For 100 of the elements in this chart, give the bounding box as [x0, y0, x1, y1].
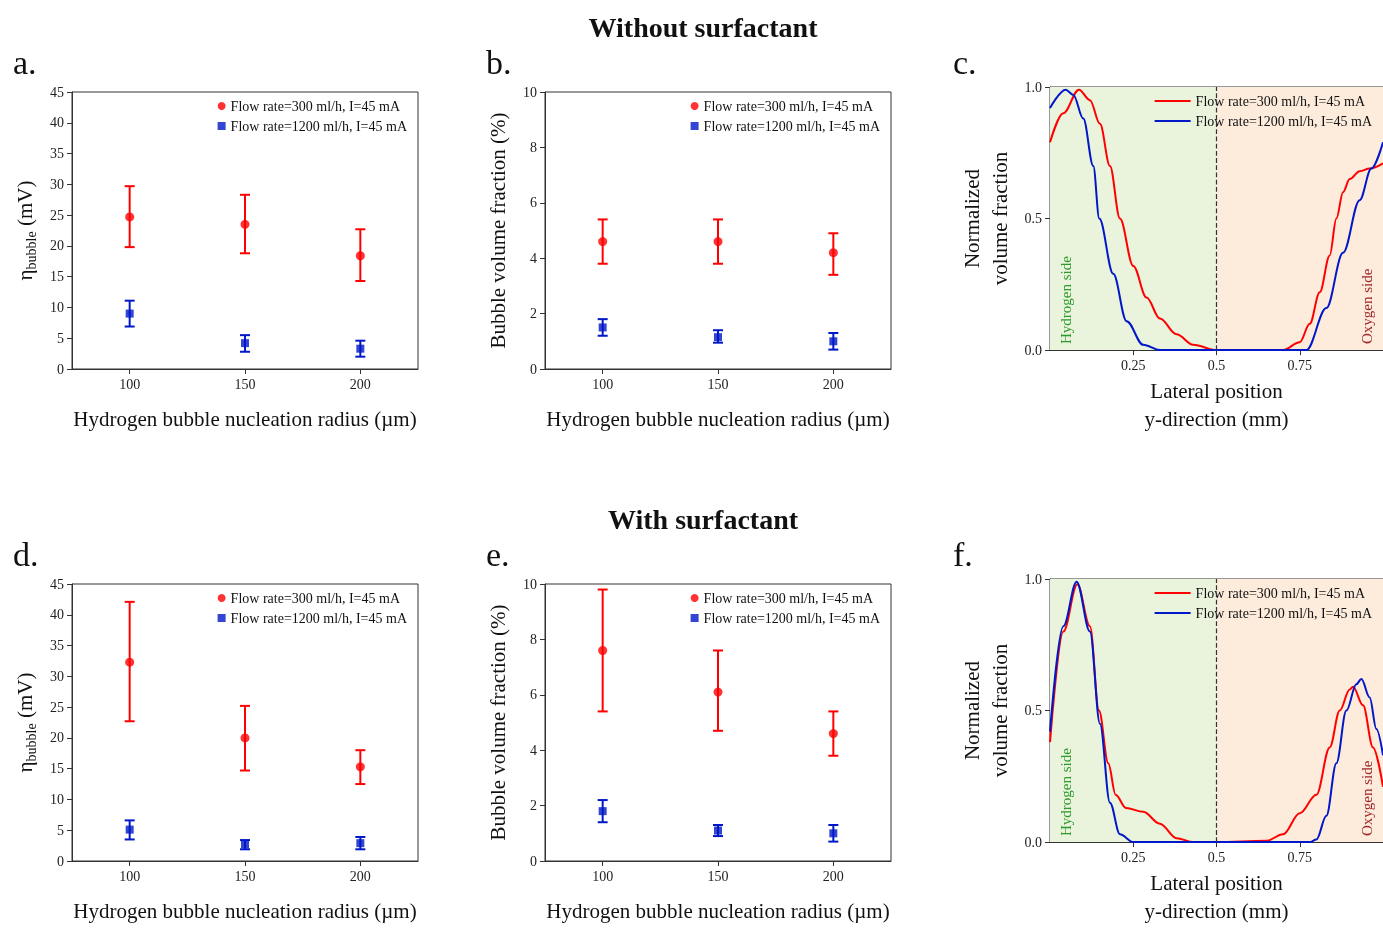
y-tick-label: 40 [50, 115, 64, 131]
x-axis-title: Hydrogen bubble nucleation radius (µm) [546, 899, 890, 923]
y-tick-label: 10 [50, 791, 64, 807]
y-tick-label: 15 [50, 761, 64, 777]
legend-label: Flow rate=300 ml/h, I=45 mA [703, 590, 874, 606]
y-tick-label: 45 [50, 84, 64, 100]
x-tick-label: 100 [592, 868, 614, 884]
point [598, 807, 607, 816]
x-tick-label: 100 [119, 868, 141, 884]
chart-title: f. [953, 535, 973, 573]
x-tick-label: 0.75 [1287, 849, 1312, 865]
y-axis-title: Bubble volume fraction (%) [486, 112, 511, 349]
chart-subtitle: With surfactant [607, 503, 799, 535]
x-tick-label: 200 [822, 376, 844, 392]
legend-label: Flow rate=1200 ml/h, I=45 mA [703, 610, 881, 626]
x-tick-label: 0.5 [1207, 357, 1226, 373]
y-tick-label: 40 [50, 607, 64, 623]
x-axis-title: Lateral position y-direction (mm) [1144, 871, 1289, 923]
x-tick-label: 200 [822, 868, 844, 884]
point [356, 344, 365, 353]
y-tick-label: 30 [50, 668, 64, 684]
y-tick-label: 20 [50, 730, 64, 746]
legend-label: Flow rate=300 ml/h, I=45 mA [1195, 93, 1366, 109]
y-tick-label: 1.0 [1024, 79, 1042, 95]
chart-title: e. [486, 535, 510, 573]
legend-label: Flow rate=300 ml/h, I=45 mA [230, 98, 401, 114]
x-tick-label: 150 [707, 868, 729, 884]
chart-title: b. [486, 43, 512, 81]
point [241, 339, 249, 348]
point [829, 337, 838, 346]
point [829, 829, 838, 838]
y-tick-label: 10 [523, 576, 537, 592]
chart-title: c. [953, 43, 977, 81]
x-axis-title: Hydrogen bubble nucleation radius (µm) [546, 407, 890, 431]
point [355, 251, 365, 261]
legend-label: Flow rate=300 ml/h, I=45 mA [1195, 585, 1366, 601]
y-tick-label: 0 [57, 361, 64, 377]
y-axis-title: ηbubble (mV) [13, 672, 39, 773]
y-tick-label: 35 [50, 638, 64, 654]
x-tick-label: 100 [592, 376, 614, 392]
y-tick-label: 0 [57, 853, 64, 869]
point [240, 733, 250, 743]
y-tick-label: 20 [50, 238, 64, 254]
y-tick-label: 0 [530, 361, 537, 377]
x-tick-label: 0.5 [1207, 849, 1226, 865]
y-tick-label: 0 [530, 853, 537, 869]
legend-label: Flow rate=1200 ml/h, I=45 mA [1195, 605, 1373, 621]
y-tick-label: 35 [50, 146, 64, 162]
chart-title: d. [13, 535, 39, 573]
x-tick-label: 200 [349, 868, 371, 884]
legend-label: Flow rate=1200 ml/h, I=45 mA [703, 118, 881, 134]
y-tick-label: 10 [50, 299, 64, 315]
y-tick-label: 30 [50, 176, 64, 192]
point [598, 645, 608, 655]
y-tick-label: 25 [50, 207, 64, 223]
y-tick-label: 2 [530, 306, 537, 322]
legend-label: Flow rate=1200 ml/h, I=45 mA [1195, 113, 1373, 129]
x-tick-label: 0.25 [1121, 357, 1146, 373]
legend-label: Flow rate=1200 ml/h, I=45 mA [230, 610, 408, 626]
point [598, 237, 608, 247]
y-tick-label: 25 [50, 699, 64, 715]
x-tick-label: 150 [234, 868, 256, 884]
x-tick-label: 100 [119, 376, 141, 392]
x-tick-label: 200 [349, 376, 371, 392]
point [828, 729, 838, 739]
point [713, 687, 723, 697]
chart-title: a. [13, 43, 37, 81]
point [598, 323, 607, 332]
chart-subtitle: Without surfactant [588, 11, 819, 43]
point [355, 762, 365, 772]
y-tick-label: 6 [530, 687, 537, 703]
point [240, 219, 250, 229]
point [125, 212, 135, 222]
band-label: Hydrogen side [1058, 747, 1074, 837]
legend-label: Flow rate=1200 ml/h, I=45 mA [230, 118, 408, 134]
y-tick-label: 0.5 [1024, 211, 1042, 227]
y-tick-label: 0.5 [1024, 703, 1042, 719]
y-tick-label: 0.0 [1024, 834, 1042, 850]
x-tick-label: 150 [234, 376, 256, 392]
x-tick-label: 150 [707, 376, 729, 392]
legend-label: Flow rate=300 ml/h, I=45 mA [703, 98, 874, 114]
y-tick-label: 4 [530, 250, 537, 266]
point [828, 248, 838, 258]
point [713, 237, 723, 247]
y-tick-label: 4 [530, 742, 537, 758]
y-tick-label: 10 [523, 84, 537, 100]
x-tick-label: 0.25 [1121, 849, 1146, 865]
y-axis-title: Normalized volume fraction [959, 643, 1012, 778]
x-axis-title: Lateral position y-direction (mm) [1144, 379, 1289, 431]
y-tick-label: 15 [50, 269, 64, 285]
y-axis-title: Normalized volume fraction [959, 151, 1012, 286]
y-tick-label: 6 [530, 195, 537, 211]
x-tick-label: 0.75 [1287, 357, 1312, 373]
y-tick-label: 8 [530, 631, 537, 647]
band-label: Oxygen side [1359, 268, 1375, 345]
y-tick-label: 5 [57, 822, 64, 838]
y-axis-title: Bubble volume fraction (%) [486, 604, 511, 841]
legend-label: Flow rate=300 ml/h, I=45 mA [230, 590, 401, 606]
point [125, 825, 134, 834]
x-axis-title: Hydrogen bubble nucleation radius (µm) [73, 899, 417, 923]
